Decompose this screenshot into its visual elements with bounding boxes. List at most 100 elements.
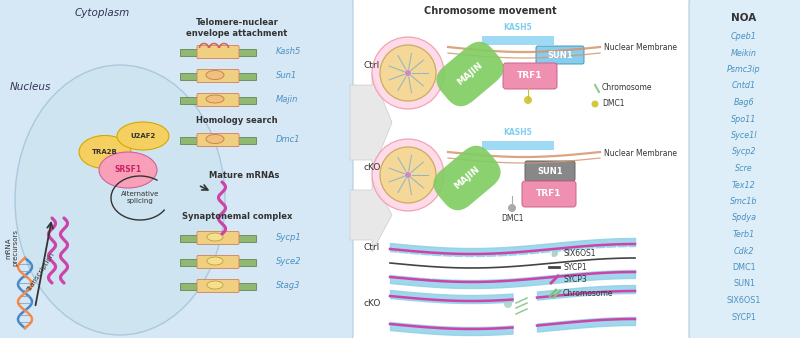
- Text: Transcription: Transcription: [26, 251, 56, 293]
- Bar: [180, 48, 198, 55]
- Text: Scre: Scre: [735, 164, 753, 173]
- Text: Psmc3ip: Psmc3ip: [727, 65, 761, 74]
- FancyBboxPatch shape: [0, 0, 353, 338]
- FancyBboxPatch shape: [689, 0, 800, 338]
- Text: Sycp1: Sycp1: [276, 234, 302, 242]
- Text: MAJIN: MAJIN: [453, 165, 482, 191]
- Circle shape: [405, 70, 411, 76]
- Text: Homology search: Homology search: [196, 116, 278, 125]
- Ellipse shape: [206, 135, 224, 144]
- Circle shape: [550, 249, 558, 257]
- Bar: [238, 97, 256, 103]
- Ellipse shape: [207, 281, 223, 289]
- Text: Telomere-nuclear
envelope attachment: Telomere-nuclear envelope attachment: [186, 18, 288, 38]
- Bar: [482, 141, 554, 150]
- Bar: [180, 283, 198, 290]
- Text: mRNA
precursors: mRNA precursors: [6, 230, 18, 266]
- Text: SUN1: SUN1: [547, 50, 573, 59]
- FancyBboxPatch shape: [503, 63, 557, 89]
- Text: Mature mRNAs: Mature mRNAs: [209, 171, 279, 180]
- Ellipse shape: [207, 233, 223, 241]
- Circle shape: [508, 204, 516, 212]
- Bar: [238, 283, 256, 290]
- FancyBboxPatch shape: [197, 46, 239, 58]
- Text: Nucleus: Nucleus: [10, 82, 51, 92]
- Text: Chromosome: Chromosome: [563, 290, 614, 298]
- FancyBboxPatch shape: [197, 232, 239, 244]
- Text: Spdya: Spdya: [731, 214, 757, 222]
- Text: Kash5: Kash5: [276, 48, 302, 56]
- Text: Nuclear Membrane: Nuclear Membrane: [604, 148, 677, 158]
- Text: Syce2: Syce2: [276, 258, 302, 266]
- Text: Sycp2: Sycp2: [732, 147, 756, 156]
- Bar: [482, 36, 554, 45]
- Text: SUN1: SUN1: [733, 280, 755, 289]
- Text: SIX6OS1: SIX6OS1: [727, 296, 761, 305]
- Text: SUN1: SUN1: [537, 167, 563, 175]
- Text: MAJIN: MAJIN: [455, 61, 485, 87]
- Bar: [238, 235, 256, 241]
- Ellipse shape: [79, 136, 131, 169]
- Text: Dmc1: Dmc1: [276, 136, 301, 145]
- Bar: [238, 72, 256, 79]
- Text: Majin: Majin: [276, 96, 298, 104]
- Text: SIX6OS1: SIX6OS1: [563, 248, 595, 258]
- Text: Chromosome: Chromosome: [602, 83, 653, 93]
- Text: Cytoplasm: Cytoplasm: [75, 8, 130, 18]
- Text: Terb1: Terb1: [733, 230, 755, 239]
- Bar: [180, 259, 198, 266]
- Text: DMC1: DMC1: [732, 263, 756, 272]
- Text: SYCP1: SYCP1: [563, 263, 586, 271]
- Ellipse shape: [207, 257, 223, 265]
- Text: Sun1: Sun1: [276, 72, 298, 80]
- Ellipse shape: [99, 152, 157, 188]
- Text: TRF1: TRF1: [518, 72, 542, 80]
- Ellipse shape: [206, 71, 224, 79]
- Text: NOA: NOA: [731, 13, 757, 23]
- Text: Alternative
splicing: Alternative splicing: [121, 192, 159, 204]
- Text: DMC1: DMC1: [501, 214, 523, 223]
- Text: SYCP1: SYCP1: [731, 313, 757, 321]
- FancyBboxPatch shape: [536, 46, 584, 64]
- Circle shape: [380, 45, 436, 101]
- Text: SYCP3: SYCP3: [563, 275, 586, 285]
- Bar: [238, 259, 256, 266]
- Circle shape: [504, 300, 512, 308]
- Text: KASH5: KASH5: [504, 23, 532, 32]
- Text: Tex12: Tex12: [732, 180, 756, 190]
- Text: Smc1b: Smc1b: [730, 197, 758, 206]
- FancyBboxPatch shape: [197, 94, 239, 106]
- Circle shape: [524, 96, 532, 104]
- Polygon shape: [350, 73, 392, 172]
- FancyBboxPatch shape: [197, 280, 239, 292]
- Text: TRF1: TRF1: [536, 190, 562, 198]
- Text: Chromosome movement: Chromosome movement: [424, 6, 556, 16]
- Bar: [180, 72, 198, 79]
- FancyBboxPatch shape: [525, 161, 575, 181]
- Bar: [238, 48, 256, 55]
- Text: U2AF2: U2AF2: [130, 133, 156, 139]
- FancyBboxPatch shape: [197, 134, 239, 146]
- Circle shape: [405, 172, 411, 178]
- Text: Ctrl: Ctrl: [363, 243, 379, 252]
- Bar: [238, 137, 256, 144]
- Text: SRSF1: SRSF1: [114, 166, 142, 174]
- Text: cKO: cKO: [363, 299, 380, 309]
- Text: KASH5: KASH5: [504, 128, 532, 137]
- Text: TRA2B: TRA2B: [92, 149, 118, 155]
- Text: cKO: cKO: [363, 164, 380, 172]
- Text: Bag6: Bag6: [734, 98, 754, 107]
- Text: DMC1: DMC1: [602, 99, 625, 108]
- Text: Meikin: Meikin: [731, 48, 757, 57]
- FancyBboxPatch shape: [197, 256, 239, 268]
- FancyBboxPatch shape: [522, 181, 576, 207]
- FancyBboxPatch shape: [197, 70, 239, 82]
- Bar: [180, 137, 198, 144]
- Circle shape: [380, 147, 436, 203]
- Ellipse shape: [117, 122, 169, 150]
- Text: Cpeb1: Cpeb1: [731, 32, 757, 41]
- Ellipse shape: [15, 65, 225, 335]
- Ellipse shape: [206, 95, 224, 103]
- Bar: [180, 235, 198, 241]
- Text: Cdk2: Cdk2: [734, 246, 754, 256]
